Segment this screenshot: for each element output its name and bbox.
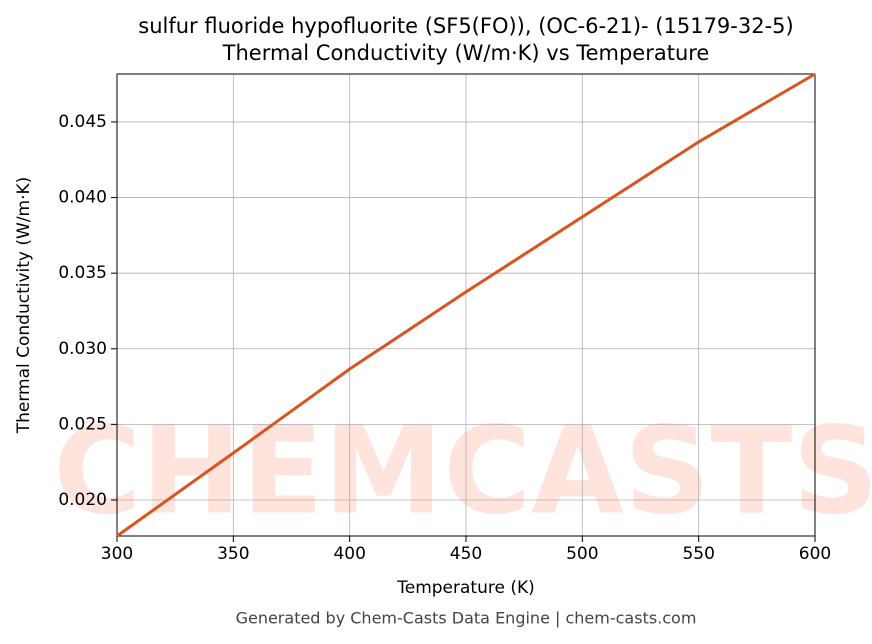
footer: Generated by Chem-Casts Data Engine | ch… [236, 609, 697, 628]
y-tick-label: 0.035 [58, 263, 107, 283]
watermark: CHEMCASTS [53, 403, 872, 542]
y-tick-label: 0.030 [58, 339, 107, 359]
x-tick-label: 600 [799, 544, 831, 564]
x-tick-label: 400 [333, 544, 365, 564]
x-tick-label: 550 [682, 544, 714, 564]
x-tick-label: 500 [566, 544, 598, 564]
y-tick-label: 0.045 [58, 112, 107, 132]
chart-subtitle: Thermal Conductivity (W/m·K) vs Temperat… [222, 41, 710, 65]
x-axis-label: Temperature (K) [396, 578, 535, 598]
y-axis-label: Thermal Conductivity (W/m·K) [14, 177, 34, 435]
y-tick-label: 0.025 [58, 414, 107, 434]
plot-frame [116, 73, 816, 537]
data-line [116, 72, 816, 538]
y-tick-label: 0.020 [58, 490, 107, 510]
x-tick-label: 350 [217, 544, 249, 564]
chart-title: sulfur fluoride hypofluorite (SF5(FO)), … [138, 14, 793, 38]
x-tick-label: 300 [101, 544, 133, 564]
x-tick-label: 450 [450, 544, 482, 564]
y-tick-label: 0.040 [58, 188, 107, 208]
